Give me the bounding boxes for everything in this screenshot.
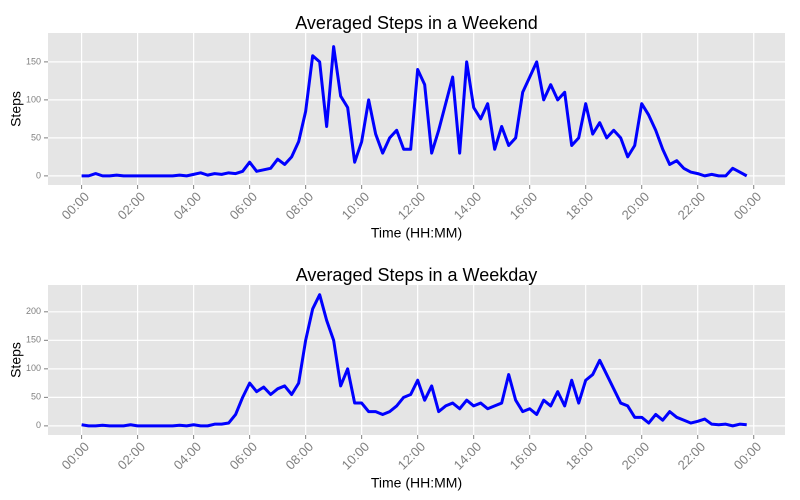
x-tick-label: 08:00 bbox=[283, 439, 317, 473]
y-tick-label: 150 bbox=[26, 335, 41, 345]
x-tick-label: 18:00 bbox=[563, 439, 597, 473]
x-tick-label: 20:00 bbox=[619, 189, 653, 223]
x-tick-label: 08:00 bbox=[283, 189, 317, 223]
x-tick-label: 12:00 bbox=[395, 439, 429, 473]
y-tick-label: 200 bbox=[26, 306, 41, 316]
x-tick-label: 02:00 bbox=[115, 189, 149, 223]
chart-title: Averaged Steps in a Weekday bbox=[296, 265, 538, 285]
y-tick-label: 0 bbox=[36, 170, 41, 180]
y-axis-label: Steps bbox=[8, 91, 24, 127]
x-tick-label: 20:00 bbox=[619, 439, 653, 473]
plot-background bbox=[48, 285, 785, 435]
x-axis-label: Time (HH:MM) bbox=[371, 475, 462, 491]
x-tick-label: 14:00 bbox=[451, 189, 485, 223]
x-tick-label: 04:00 bbox=[171, 189, 205, 223]
x-tick-label: 00:00 bbox=[59, 439, 93, 473]
x-tick-label: 18:00 bbox=[563, 189, 597, 223]
y-tick-label: 100 bbox=[26, 94, 41, 104]
x-tick-label: 12:00 bbox=[395, 189, 429, 223]
y-axis-label: Steps bbox=[8, 342, 24, 378]
x-tick-label: 22:00 bbox=[675, 439, 709, 473]
x-tick-label: 06:00 bbox=[227, 189, 261, 223]
x-tick-label: 16:00 bbox=[507, 189, 541, 223]
y-tick-label: 50 bbox=[31, 132, 41, 142]
chart-title: Averaged Steps in a Weekend bbox=[295, 13, 538, 33]
x-tick-label: 14:00 bbox=[451, 439, 485, 473]
y-tick-label: 0 bbox=[36, 420, 41, 430]
y-tick-label: 100 bbox=[26, 363, 41, 373]
x-tick-label: 22:00 bbox=[675, 189, 709, 223]
data-line bbox=[81, 293, 747, 428]
x-tick-label: 10:00 bbox=[339, 439, 373, 473]
x-tick-label: 16:00 bbox=[507, 439, 541, 473]
data-line bbox=[81, 45, 748, 178]
x-tick-label: 00:00 bbox=[59, 189, 93, 223]
x-tick-label: 06:00 bbox=[227, 439, 261, 473]
x-tick-label: 02:00 bbox=[115, 439, 149, 473]
x-axis-label: Time (HH:MM) bbox=[371, 225, 462, 241]
x-tick-label: 00:00 bbox=[731, 189, 765, 223]
plot-background bbox=[48, 33, 785, 185]
x-tick-label: 04:00 bbox=[171, 439, 205, 473]
x-tick-label: 10:00 bbox=[339, 189, 373, 223]
y-tick-label: 150 bbox=[26, 56, 41, 66]
y-tick-label: 50 bbox=[31, 392, 41, 402]
x-tick-label: 00:00 bbox=[731, 439, 765, 473]
